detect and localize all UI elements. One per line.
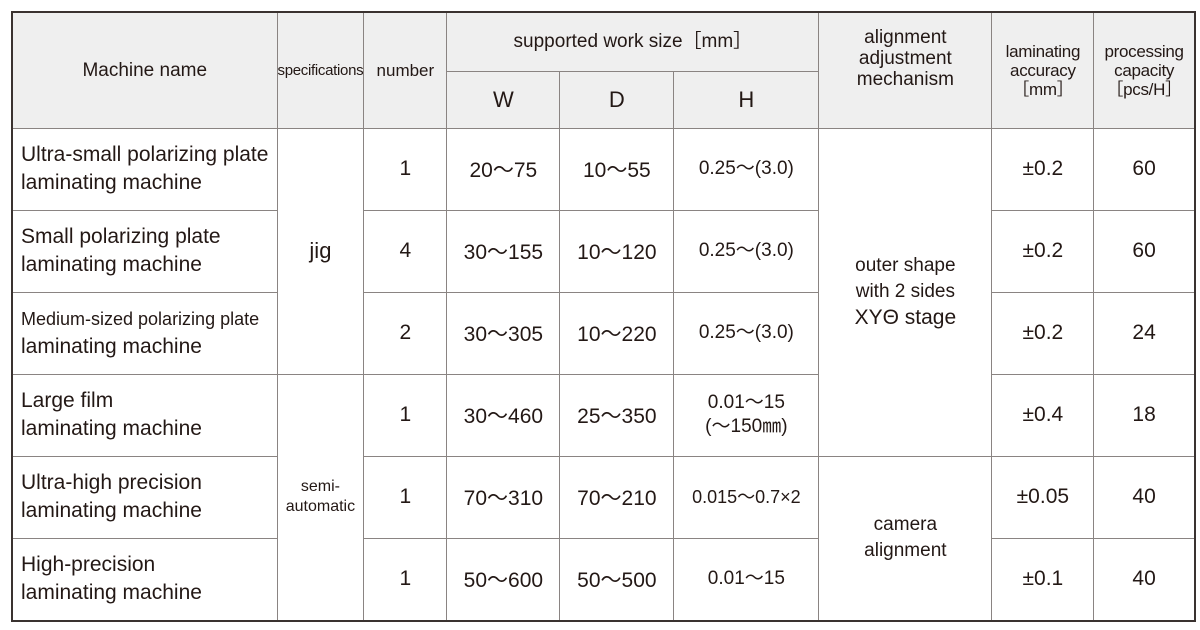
w: 50～600 [446,537,561,621]
accuracy: ±0.1 [991,537,1095,621]
machine-name: Small polarizing plate laminating machine [11,209,278,293]
w: 70～310 [446,455,561,539]
machine-name: Ultra-small polarizing plate laminating m… [11,127,278,211]
d: 50～500 [559,537,675,621]
name-line1: Medium-sized polarizing plate [21,309,260,329]
alignment-camera: camera alignment [818,455,993,621]
header-specifications: specifications [276,11,365,129]
header-capacity-text: processing capacity ［pcs/H］ [1104,41,1185,99]
h: 0.015～0.7×2 [673,455,820,539]
capacity: 60 [1093,209,1196,293]
table-row: Ultra-small polarizing plate laminating m… [11,127,1196,457]
h: 0.01～15 [673,537,820,621]
name-line1: Large film [21,389,114,412]
name-line1: Ultra-high precision [21,471,202,494]
capacity: 60 [1093,127,1196,211]
table-row: Small polarizing plate laminating machine… [11,209,1196,293]
name-line1: High-precision [21,553,156,576]
table-row: Medium-sized polarizing plate laminating … [11,291,1196,375]
name-line1: Small polarizing plate [21,225,221,248]
stage-line1: outer shape [855,254,956,276]
header-capacity: processing capacity ［pcs/H］ [1093,11,1196,129]
number: 1 [363,537,448,621]
h-line2: (～150㎜) [705,416,788,437]
header-machine-name: Machine name [11,11,278,129]
machine-spec-table: Machine name specifications number suppo… [11,11,1196,622]
number: 1 [363,127,448,211]
name-line2: laminating machine [21,499,202,522]
spec-semi-automatic: semi-automatic [276,373,365,621]
name-line2: laminating machine [21,335,202,358]
w: 30～460 [446,373,561,457]
accuracy: ±0.2 [991,209,1095,293]
header-alignment: alignment adjustment mechanism [818,11,993,129]
d: 10～55 [559,127,675,211]
table-row: Large film laminating machine semi-automa… [11,373,1196,621]
h: 0.25～(3.0) [673,127,820,211]
accuracy: ±0.2 [991,127,1095,211]
table-row: High-precision laminating machine 1 50～60… [11,537,1196,621]
name-line2: laminating machine [21,581,202,604]
h-line1: 0.01～15 [707,392,785,413]
number: 1 [363,455,448,539]
w: 20～75 [446,127,561,211]
accuracy: ±0.4 [991,373,1095,457]
header-w: W [446,70,561,129]
w: 30～305 [446,291,561,375]
number: 2 [363,291,448,375]
number: 4 [363,209,448,293]
spec-jig: jig [276,127,365,375]
header-d: D [559,70,675,129]
name-line2: laminating machine [21,417,202,440]
header-h: H [673,70,820,129]
d: 70～210 [559,455,675,539]
machine-name: Large film laminating machine [11,373,278,457]
capacity: 40 [1093,537,1196,621]
machine-name: Medium-sized polarizing plate laminating … [11,291,278,375]
d: 10～120 [559,209,675,293]
name-line2: laminating machine [21,253,202,276]
machine-name: Ultra-high precision laminating machine [11,455,278,539]
table-row: Ultra-high precision laminating machine 1… [11,455,1196,621]
spec-semi-text: semi-automatic [285,478,356,515]
d: 10～220 [559,291,675,375]
machine-name: High-precision laminating machine [11,537,278,621]
capacity: 24 [1093,291,1196,375]
stage-line2: with 2 sides [855,280,955,302]
header-number: number [363,11,448,129]
h: 0.25～(3.0) [673,209,820,293]
name-line2: laminating machine [21,171,202,194]
capacity: 18 [1093,373,1196,457]
w: 30～155 [446,209,561,293]
h: 0.25～(3.0) [673,291,820,375]
h: 0.01～15 (～150㎜) [673,373,820,457]
capacity: 40 [1093,455,1196,539]
accuracy: ±0.05 [991,455,1095,539]
header-accuracy-text: laminating accuracy ［mm］ [1005,41,1081,99]
header-alignment-text: alignment adjustment mechanism [856,27,954,90]
name-line1: Ultra-small polarizing plate [21,143,269,166]
stage-line3: XYΘ stage [854,305,957,329]
accuracy: ±0.2 [991,291,1095,375]
d: 25～350 [559,373,675,457]
header-work-size: supported work size［mm］ [446,11,820,72]
camera-text: camera alignment [864,514,947,561]
number: 1 [363,373,448,457]
header-accuracy: laminating accuracy ［mm］ [991,11,1095,129]
alignment-stage: outer shape with 2 sides XYΘ stage [818,127,993,457]
